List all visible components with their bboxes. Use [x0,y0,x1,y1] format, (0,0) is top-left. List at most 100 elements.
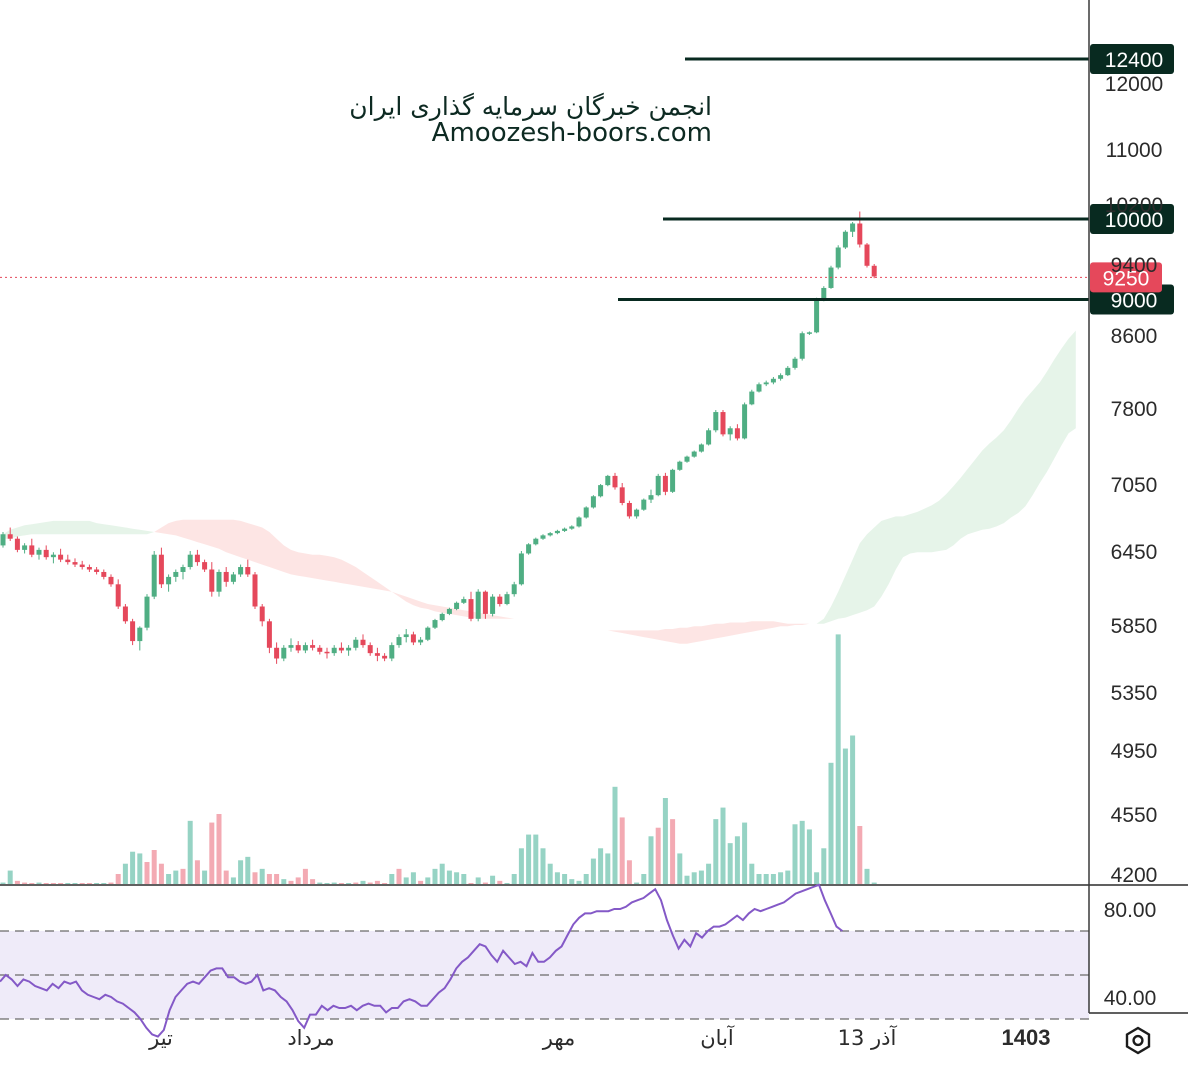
volume-bar [86,883,92,884]
volume-bar [612,786,618,884]
candle-body [166,576,172,585]
volume-bar [101,883,107,884]
volume-bar [857,826,863,884]
candle-body [396,637,402,646]
volume-bar [274,874,280,884]
candle-body [583,507,589,518]
level-label-box[interactable] [1090,44,1174,74]
candle [857,211,863,248]
candle-body [799,333,805,359]
candle [58,548,64,563]
candle-body [0,534,6,546]
volume-bar [79,883,85,884]
time-label: آبان [700,1025,735,1050]
candle-body [79,564,85,568]
candle-body [310,645,316,648]
candle [749,389,755,406]
candle-body [670,469,676,492]
volume-bar [50,883,56,884]
level-label[interactable]: 9000 [1111,290,1158,313]
candle-body [187,554,193,568]
candle [151,551,157,600]
volume-bar [648,836,654,884]
candle-body [130,621,136,642]
volume-bar [389,874,395,884]
current-price-label[interactable]: 9250 [1103,267,1150,290]
volume-bar [216,814,222,884]
volume-bar [511,874,517,884]
candle [137,626,143,651]
price-tick-label: 7800 [1111,398,1158,421]
volume-bar [58,883,64,884]
candle [454,601,460,611]
volume-bar [43,883,49,884]
price-tick-label: 4950 [1111,740,1158,763]
volume-bar [835,634,841,884]
volume-bar [94,883,100,884]
volume-bar [288,880,294,884]
candle-body [22,545,28,550]
candle-body [547,533,553,536]
volume-bar [396,868,402,884]
volume-bar [590,858,596,884]
candle-body [7,534,13,539]
level-label[interactable]: 10000 [1105,209,1163,232]
volume-bar [72,883,78,884]
level-label-box[interactable] [1090,204,1174,234]
volume-bar [230,877,236,884]
candle-body [209,569,215,592]
volume-bar [662,798,668,884]
settings-hexagon-icon[interactable] [1120,1022,1156,1058]
volume-bar [497,880,503,884]
candle-body [230,574,236,582]
volume-bar [727,843,733,884]
level-label[interactable]: 12400 [1105,49,1163,72]
candle [115,579,121,609]
candle-body [446,608,452,614]
price-tick-label: 12000 [1105,73,1163,96]
volume-bar [115,874,121,884]
price-tick-label: 5350 [1111,682,1158,705]
candle-body [468,599,474,619]
candle [734,424,740,441]
candle [302,642,308,654]
candle [634,508,640,519]
candle-body [144,596,150,628]
candle [403,629,409,643]
candle-body [338,647,344,651]
candle-body [554,530,560,534]
candle [281,645,287,662]
candle-body [526,544,532,554]
candle [684,455,690,463]
candle [36,547,42,560]
candle-body [850,223,856,232]
candle [180,564,186,580]
candle-body [778,375,784,379]
volume-bar [619,817,625,884]
candle [173,569,179,582]
candle [806,331,812,335]
candle [295,641,301,654]
candle [65,554,71,565]
candle [468,591,474,622]
candle [850,222,856,237]
candle-body [569,526,575,529]
candle [108,574,114,587]
candle [655,473,661,497]
volume-bar [382,883,388,884]
candle-body [36,549,42,555]
candle [835,245,841,270]
candle [576,516,582,528]
candle [785,366,791,377]
current-price-box[interactable] [1090,262,1162,293]
volume-bar [526,834,532,884]
volume-bar [144,862,150,884]
candle-body [785,367,791,376]
candle [360,634,366,648]
candle-body [14,538,20,550]
candle-body [713,412,719,431]
volume-bar [562,874,568,884]
volume-bar [331,882,337,884]
